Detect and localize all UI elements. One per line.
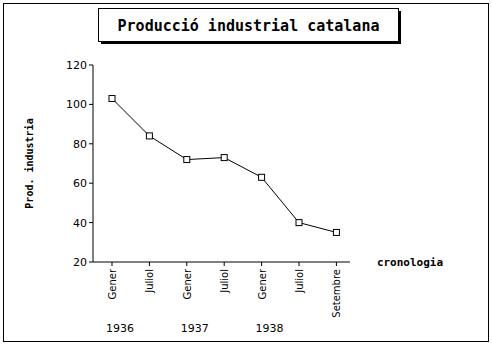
data-point bbox=[184, 157, 190, 163]
plot-area bbox=[109, 95, 339, 235]
x-tick bbox=[299, 262, 300, 266]
y-tick-label: 100 bbox=[66, 98, 87, 111]
y-tick-label: 120 bbox=[66, 59, 87, 72]
x-tick-label: Gener bbox=[107, 268, 118, 299]
y-axis bbox=[93, 65, 94, 262]
data-line bbox=[112, 98, 336, 232]
y-tick bbox=[89, 222, 93, 223]
data-point bbox=[296, 220, 302, 226]
y-tick bbox=[89, 65, 93, 66]
year-label: 1937 bbox=[181, 322, 209, 335]
data-point bbox=[259, 174, 265, 180]
data-point bbox=[221, 155, 227, 161]
y-tick bbox=[89, 262, 93, 263]
outer-frame bbox=[4, 4, 489, 342]
x-tick bbox=[224, 262, 225, 266]
x-tick bbox=[186, 262, 187, 266]
x-axis-label: cronologia bbox=[377, 256, 443, 269]
y-axis-label: Prod. industria bbox=[24, 118, 35, 208]
data-point bbox=[109, 95, 115, 101]
y-tick-label: 20 bbox=[73, 256, 87, 269]
x-tick bbox=[112, 262, 113, 266]
x-axis bbox=[93, 262, 350, 263]
page: {"chart_data": {"type": "line", "title":… bbox=[0, 0, 492, 345]
x-tick-label: Juliol bbox=[294, 269, 305, 294]
y-tick-label: 40 bbox=[73, 217, 87, 230]
x-tick-label: Juliol bbox=[144, 269, 155, 294]
y-tick-label: 60 bbox=[73, 177, 87, 190]
y-tick bbox=[89, 104, 93, 105]
chart-title: Producció industrial catalana bbox=[118, 17, 380, 35]
y-tick bbox=[89, 143, 93, 144]
chart-container: Producció industrial catalana 20 40 60 80 100… bbox=[0, 0, 492, 345]
data-point bbox=[146, 133, 152, 139]
x-tick bbox=[336, 262, 337, 266]
x-tick-label: Gener bbox=[257, 268, 268, 299]
x-tick bbox=[149, 262, 150, 266]
x-tick-label: Gener bbox=[182, 268, 193, 299]
y-tick bbox=[89, 183, 93, 184]
x-tick bbox=[261, 262, 262, 266]
year-label: 1938 bbox=[256, 322, 284, 335]
year-label: 1936 bbox=[106, 322, 134, 335]
x-tick-label: Juliol bbox=[219, 269, 230, 294]
x-tick-label: Setembre bbox=[331, 269, 342, 318]
y-tick-label: 80 bbox=[73, 138, 87, 151]
data-point bbox=[333, 229, 339, 235]
title-box bbox=[99, 9, 399, 42]
chart-svg: Producció industrial catalana 20 40 60 80 100… bbox=[0, 0, 492, 345]
